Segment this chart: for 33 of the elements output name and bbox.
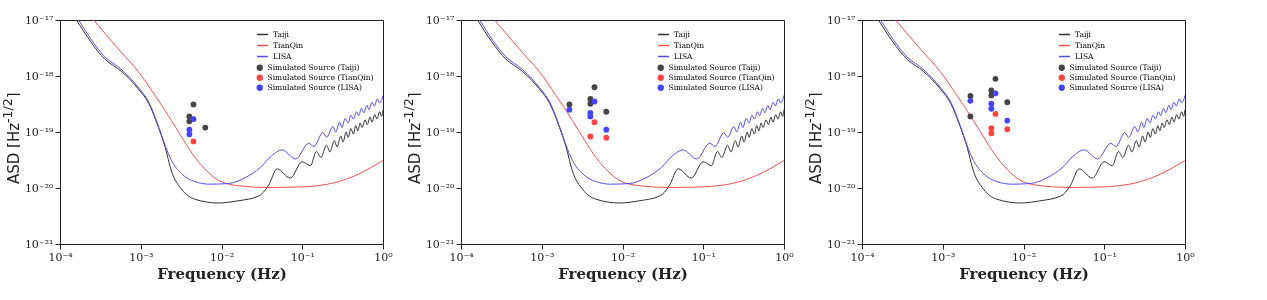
x-tick-label: 10⁰ [374, 250, 394, 264]
x-tick-label: 10⁻² [1011, 250, 1037, 264]
y-tick-label: 10⁻²¹ [425, 237, 455, 251]
y-tick-label: 10⁻²⁰ [24, 181, 55, 195]
x-tick-label: 10⁻³ [530, 250, 555, 264]
x-tick-label: 10⁻³ [129, 250, 154, 264]
x-tick-label: 10⁰ [775, 250, 795, 264]
x-tick-label: 10⁻⁴ [48, 250, 74, 264]
x-tick-label: 10⁻³ [931, 250, 956, 264]
y-tick-label: 10⁻²⁰ [826, 181, 857, 195]
y-tick-label: 10⁻¹⁹ [425, 125, 456, 139]
y-tick-label: 10⁻¹⁷ [826, 13, 857, 27]
x-tick-label: 10⁻² [610, 250, 636, 264]
x-tick-label: 10⁻² [209, 250, 235, 264]
x-tick-label: 10⁻¹ [691, 250, 716, 264]
x-tick-label: 10⁻⁴ [850, 250, 876, 264]
x-tick-label: 10⁻¹ [1092, 250, 1117, 264]
y-tick-label: 10⁻¹⁷ [24, 13, 55, 27]
x-tick-label: 10⁰ [1176, 250, 1196, 264]
x-axis-title: Frequency (Hz) [959, 264, 1089, 283]
y-tick-label: 10⁻²⁰ [425, 181, 456, 195]
x-axis-title: Frequency (Hz) [558, 264, 688, 283]
y-tick-label: 10⁻¹⁷ [425, 13, 456, 27]
y-tick-label: 10⁻¹⁹ [826, 125, 857, 139]
y-tick-label: 10⁻¹⁸ [24, 69, 55, 83]
x-tick-label: 10⁻⁴ [449, 250, 475, 264]
x-axis-title: Frequency (Hz) [157, 264, 287, 283]
y-tick-label: 10⁻²¹ [24, 237, 54, 251]
y-tick-label: 10⁻¹⁸ [425, 69, 456, 83]
x-tick-label: 10⁻¹ [290, 250, 315, 264]
y-tick-label: 10⁻¹⁸ [826, 69, 857, 83]
y-tick-label: 10⁻²¹ [826, 237, 856, 251]
y-tick-label: 10⁻¹⁹ [24, 125, 55, 139]
